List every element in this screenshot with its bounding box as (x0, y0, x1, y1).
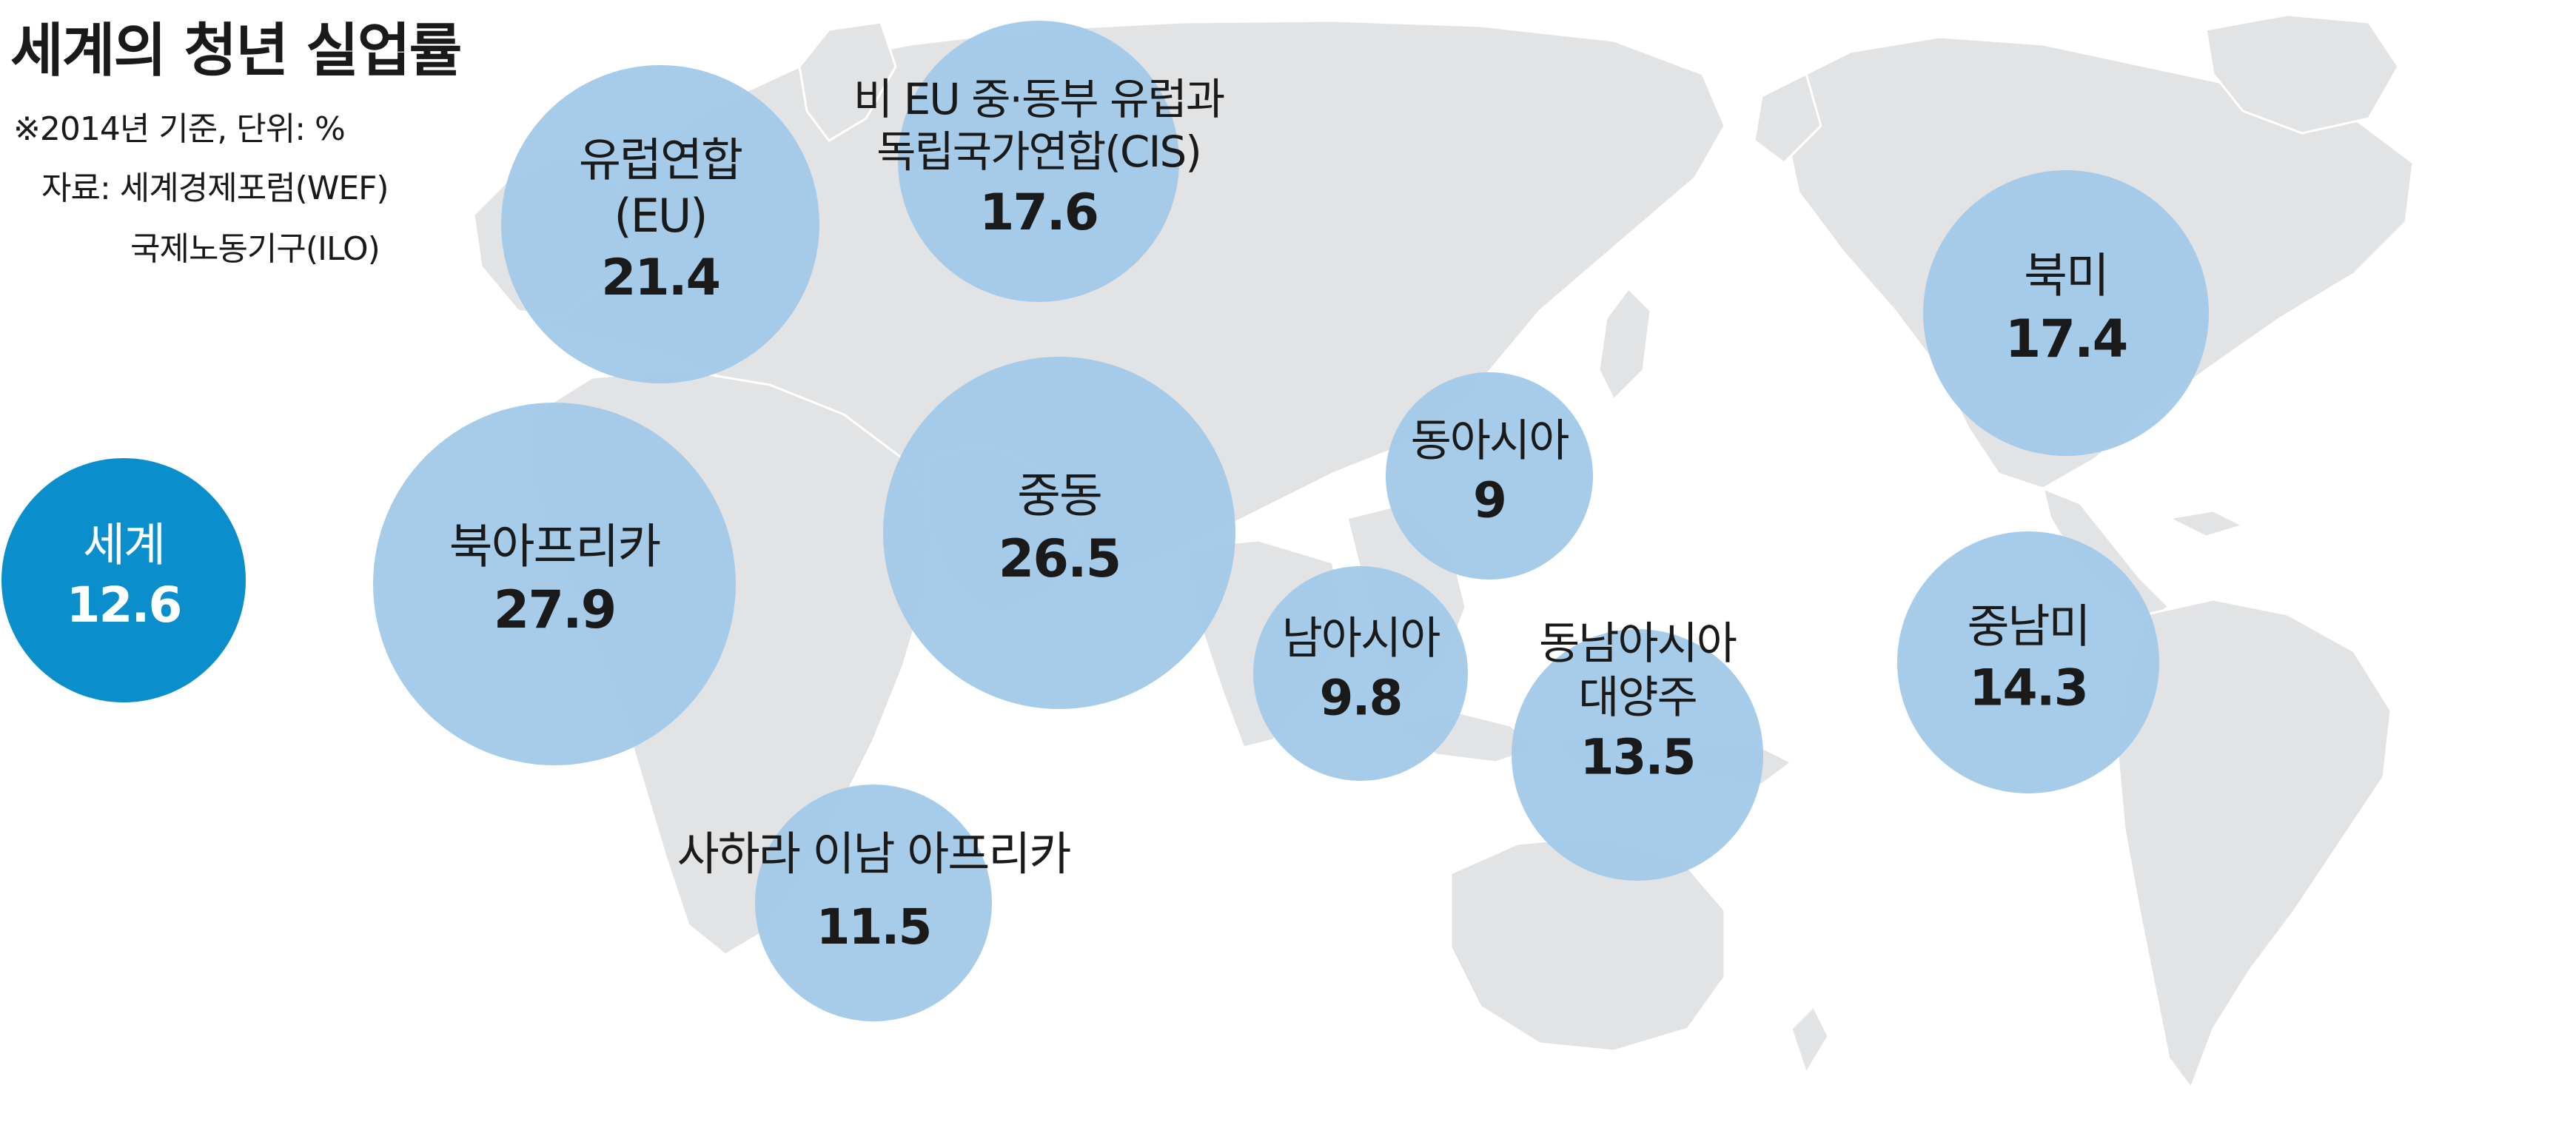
land-shape (798, 21, 897, 142)
unit-note: ※2014년 기준, 단위: % (13, 110, 346, 148)
bubble-name-world: 세계 (83, 518, 164, 572)
bubble-name-middle-east: 중동 (1017, 469, 1101, 524)
bubble-name-eu: 유럽연합 (579, 133, 742, 187)
bubble-value-east-asia: 9 (1473, 472, 1506, 529)
bubble-circle-sub-saharan-africa (755, 785, 992, 1021)
bubble-name-south-asia: 남아시아 (1282, 613, 1440, 665)
bubble-circle-east-asia (1386, 372, 1593, 580)
bubble-value-cis: 17.6 (979, 184, 1098, 242)
bubble-name-north-africa: 북아프리카 (449, 520, 660, 575)
bubble-name-east-asia: 동아시아 (1411, 415, 1569, 467)
chart-title: 세계의 청년 실업률 (10, 18, 462, 84)
bubble-value-latin-america: 14.3 (1969, 659, 2087, 717)
bubble-name-north-america: 북미 (2024, 249, 2108, 304)
bubble-circle-eu (501, 65, 819, 383)
bubble-value-eu: 21.4 (601, 249, 720, 307)
bubble-name-latin-america: 중남미 (1967, 599, 2089, 653)
land-shape (1790, 1004, 1830, 1076)
bubble-name-southeast-asia-pacific: 동남아시아 (1539, 618, 1737, 670)
bubble-value-middle-east: 26.5 (999, 528, 1121, 589)
bubble-name-eu: (EU) (614, 189, 707, 243)
bubble-sub-saharan-africa: 사하라 이남 아프리카 11.5 (677, 785, 1072, 1021)
bubble-name-cis: 비 EU 중·동부 유럽과 (853, 74, 1224, 124)
bubble-circle-world (1, 458, 246, 702)
source-note: 자료: 세계경제포럼(WEF) (41, 169, 389, 207)
bubble-circle-south-asia (1253, 566, 1468, 781)
source-note-secondary: 국제노동기구(ILO) (130, 230, 380, 268)
bubble-circle-latin-america (1897, 531, 2159, 793)
bubble-latin-america: 중남미 14.3 (1897, 531, 2159, 793)
bubble-name-southeast-asia-pacific: 대양주 (1578, 672, 1697, 724)
bubble-name-cis: 독립국가연합(CIS) (876, 127, 1201, 177)
bubble-value-north-africa: 27.9 (494, 580, 616, 640)
bubble-circle-north-africa (373, 403, 736, 765)
bubble-circle-southeast-asia-pacific (1512, 629, 1763, 881)
land-shape (2204, 13, 2400, 135)
land-shape (1753, 72, 1822, 164)
bubble-circle-cis (898, 21, 1179, 302)
bubble-name-sub-saharan-africa: 사하라 이남 아프리카 (677, 827, 1071, 881)
land-shape (2165, 509, 2247, 538)
bubble-value-sub-saharan-africa: 11.5 (816, 899, 931, 955)
bubble-eu: 유럽연합(EU) 21.4 (501, 65, 819, 383)
bubble-value-south-asia: 9.8 (1320, 670, 1402, 727)
land-shape (2116, 598, 2392, 1091)
bubble-value-southeast-asia-pacific: 13.5 (1580, 729, 1695, 786)
bubble-value-north-america: 17.4 (2005, 309, 2127, 369)
bubble-circle-middle-east (883, 357, 1235, 709)
bubble-circle-north-america (1923, 170, 2209, 456)
land-shape (1597, 286, 1652, 402)
bubble-value-world: 12.6 (67, 577, 181, 634)
